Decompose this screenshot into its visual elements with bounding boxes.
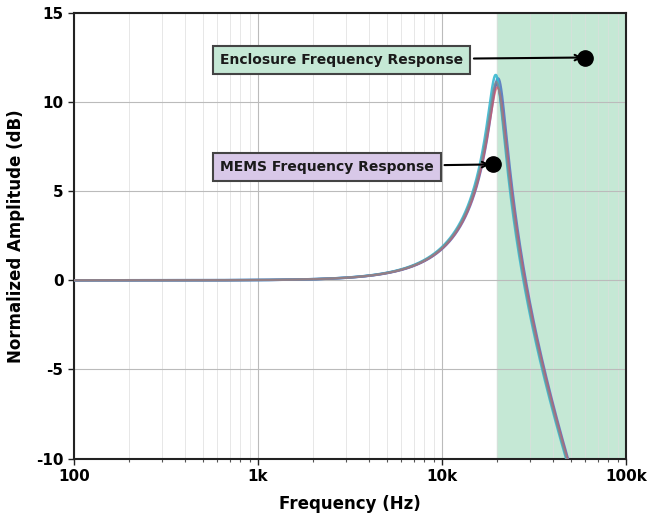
Text: MEMS Frequency Response: MEMS Frequency Response [220, 160, 487, 174]
X-axis label: Frequency (Hz): Frequency (Hz) [279, 495, 421, 513]
Text: Enclosure Frequency Response: Enclosure Frequency Response [220, 53, 580, 67]
Y-axis label: Normalized Amplitude (dB): Normalized Amplitude (dB) [7, 109, 25, 362]
Bar [498, 13, 626, 459]
